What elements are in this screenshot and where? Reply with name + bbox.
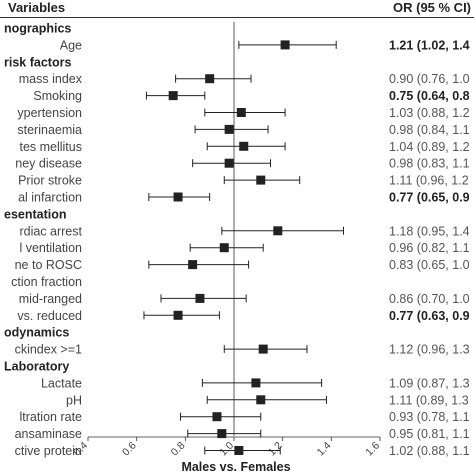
- x-tick-label: 0.6: [120, 440, 139, 459]
- or-ci-value: 1.11 (0.96, 1.2: [389, 174, 469, 188]
- row-label: pH: [66, 393, 82, 407]
- row-label: Prior stroke: [18, 174, 82, 188]
- or-ci-value: 1.09 (0.87, 1.3: [389, 376, 470, 390]
- or-ci-value: 0.86 (0.70, 1.0: [389, 292, 470, 306]
- or-ci-value: 0.98 (0.83, 1.1: [389, 157, 470, 171]
- row-label: ltration rate: [19, 410, 82, 424]
- row-label: rdiac arrest: [19, 224, 82, 238]
- or-ci-value: 0.95 (0.81, 1.1: [389, 427, 470, 441]
- section-label: nographics: [4, 22, 71, 36]
- or-ci-value: 1.11 (0.89, 1.3: [389, 393, 469, 407]
- or-ci-value: 0.96 (0.82, 1.1: [389, 241, 470, 255]
- row-label: mass index: [19, 72, 83, 86]
- row-label: ney disease: [15, 157, 82, 171]
- section-label: risk factors: [4, 55, 71, 69]
- or-ci-value: 1.12 (0.96, 1.3: [389, 343, 470, 357]
- row-label: ne to ROSC: [15, 258, 82, 272]
- row-label: Lactate: [41, 376, 82, 390]
- or-point: [236, 108, 246, 117]
- or-point: [205, 74, 215, 84]
- or-point: [224, 124, 234, 134]
- x-axis-label: Males vs. Females: [181, 460, 290, 474]
- row-label: mid-ranged: [19, 292, 82, 306]
- header-variables: Variables: [8, 0, 65, 15]
- or-ci-value: 0.77 (0.63, 0.9: [389, 309, 470, 323]
- row-label: ypertension: [17, 106, 82, 120]
- row-label: ansaminase: [15, 427, 82, 441]
- or-point: [251, 378, 261, 388]
- or-ci-value: 0.75 (0.64, 0.8: [389, 89, 470, 103]
- or-ci-value: 0.77 (0.65, 0.9: [389, 191, 470, 205]
- row-label: sterinaemia: [17, 123, 82, 137]
- or-ci-value: 0.93 (0.78, 1.1: [389, 410, 470, 424]
- or-point: [195, 293, 205, 303]
- row-label: ction fraction: [11, 275, 82, 289]
- or-point: [219, 243, 229, 253]
- or-point: [173, 192, 183, 202]
- header-or-ci: OR (95 % CI): [393, 0, 471, 15]
- or-point: [168, 91, 178, 101]
- or-ci-value: 1.03 (0.88, 1.2: [389, 106, 470, 120]
- or-point: [280, 40, 290, 50]
- or-point: [217, 429, 227, 439]
- or-ci-value: 0.83 (0.65, 1.0: [389, 258, 470, 272]
- x-tick-label: 1.6: [363, 440, 382, 459]
- or-point: [224, 158, 234, 168]
- or-ci-value: 1.02 (0.88, 1.1: [389, 444, 470, 458]
- section-label: Laboratory: [4, 360, 69, 374]
- or-point: [234, 446, 244, 455]
- section-label: esentation: [4, 207, 67, 221]
- row-label: al infarction: [18, 191, 82, 205]
- x-tick-label: 1.2: [266, 440, 285, 459]
- x-tick-label: 1.0: [217, 440, 236, 459]
- row-label: Smoking: [33, 89, 82, 103]
- x-tick-label: 0.8: [169, 440, 188, 459]
- row-label: Age: [60, 38, 82, 52]
- rows: nographics Age 1.21 (1.02, 1.4 risk factors…: [4, 22, 470, 459]
- or-ci-value: 1.18 (0.95, 1.4: [389, 224, 470, 238]
- section-label: odynamics: [4, 326, 69, 340]
- or-point: [258, 344, 268, 354]
- or-point: [188, 260, 198, 270]
- row-label: ctive protein: [15, 444, 82, 458]
- or-point: [273, 226, 283, 236]
- x-tick-label: 1.4: [315, 440, 334, 459]
- or-point: [239, 141, 249, 151]
- x-axis-ticks: 0.4 0.6 0.8 1.0 1.2 1.4 1.6: [71, 437, 382, 458]
- or-point: [256, 175, 266, 185]
- or-ci-value: 1.21 (1.02, 1.4: [389, 38, 470, 52]
- or-point: [212, 412, 222, 422]
- or-point: [173, 310, 183, 320]
- or-ci-value: 1.04 (0.89, 1.2: [389, 140, 470, 154]
- or-point: [256, 395, 266, 405]
- or-ci-value: 0.98 (0.84, 1.1: [389, 123, 470, 137]
- row-label: l ventilation: [19, 241, 82, 255]
- row-label: vs. reduced: [17, 309, 82, 323]
- row-label: tes mellitus: [19, 140, 82, 154]
- or-ci-value: 0.90 (0.76, 1.0: [389, 72, 470, 86]
- row-label: ckindex >=1: [15, 343, 82, 357]
